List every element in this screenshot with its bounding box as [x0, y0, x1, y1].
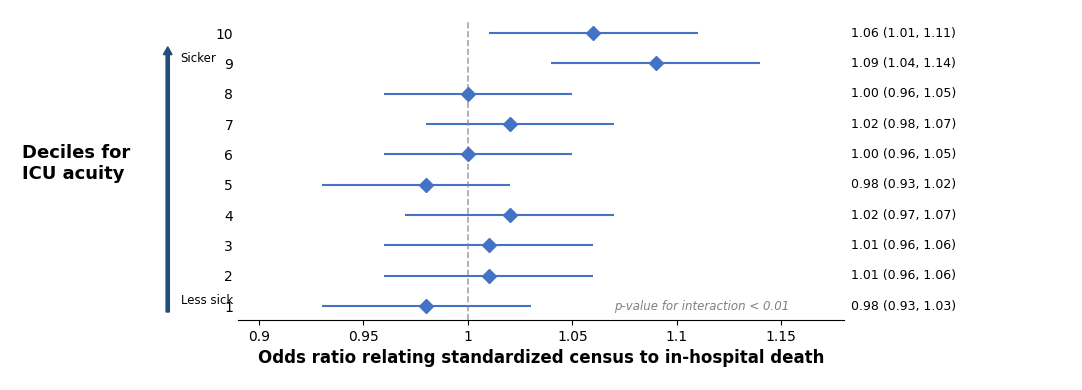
- Text: 1.00 (0.96, 1.05): 1.00 (0.96, 1.05): [850, 148, 956, 161]
- Text: Deciles for
ICU acuity: Deciles for ICU acuity: [22, 144, 130, 183]
- Text: 1.06 (1.01, 1.11): 1.06 (1.01, 1.11): [850, 27, 955, 40]
- Text: Less sick: Less sick: [181, 294, 233, 307]
- Text: 1.01 (0.96, 1.06): 1.01 (0.96, 1.06): [850, 239, 955, 252]
- Text: Sicker: Sicker: [181, 52, 216, 65]
- Text: 1.09 (1.04, 1.14): 1.09 (1.04, 1.14): [850, 57, 955, 70]
- Text: 1.00 (0.96, 1.05): 1.00 (0.96, 1.05): [850, 87, 956, 100]
- Text: 1.02 (0.98, 1.07): 1.02 (0.98, 1.07): [850, 118, 956, 131]
- X-axis label: Odds ratio relating standardized census to in-hospital death: Odds ratio relating standardized census …: [258, 349, 824, 367]
- Text: p-value for interaction < 0.01: p-value for interaction < 0.01: [615, 300, 790, 313]
- Text: 0.98 (0.93, 1.02): 0.98 (0.93, 1.02): [850, 178, 956, 191]
- Text: 1.01 (0.96, 1.06): 1.01 (0.96, 1.06): [850, 269, 955, 282]
- Text: 1.02 (0.97, 1.07): 1.02 (0.97, 1.07): [850, 209, 956, 222]
- Text: 0.98 (0.93, 1.03): 0.98 (0.93, 1.03): [850, 300, 956, 313]
